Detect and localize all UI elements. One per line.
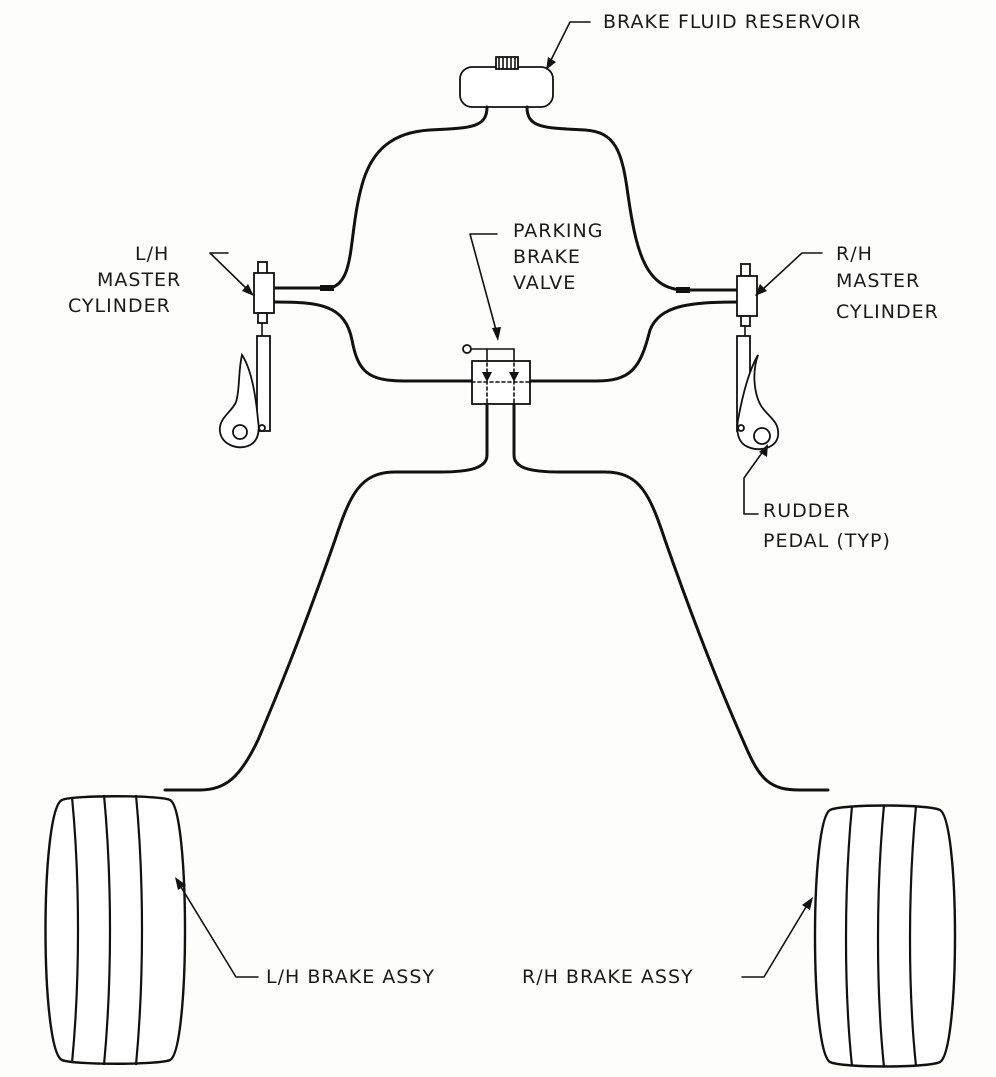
- parking-valve-label-2: BRAKE: [513, 246, 581, 268]
- lh-master-cylinder: [253, 261, 275, 432]
- lh-master-label-2: MASTER: [97, 269, 181, 291]
- lh-rudder-pedal: [219, 352, 266, 449]
- rudder-pedal-label-2: PEDAL (TYP): [763, 530, 891, 552]
- rh-master-label-3: CYLINDER: [836, 301, 939, 323]
- lh-master-label-1: L/H: [135, 243, 169, 265]
- rudder-pedal-label-1: RUDDER: [763, 500, 851, 522]
- valve-feed-lines: [273, 300, 742, 383]
- lh-master-label-3: CYLINDER: [68, 295, 171, 317]
- parking-valve-label-3: VALVE: [513, 272, 576, 294]
- rh-brake-label: R/H BRAKE ASSY: [522, 966, 694, 988]
- brake-lines: [163, 402, 830, 792]
- reservoir-label: BRAKE FLUID RESERVOIR: [603, 11, 862, 33]
- lh-tire: [44, 794, 187, 1066]
- rh-tire: [813, 804, 957, 1068]
- lh-brake-label: L/H BRAKE ASSY: [266, 966, 435, 988]
- leader-lines: [175, 21, 823, 978]
- parking-brake-valve: [462, 344, 531, 405]
- supply-lines: [273, 105, 742, 293]
- parking-valve-label-1: PARKING: [513, 220, 603, 242]
- rh-master-label-2: MASTER: [836, 270, 920, 292]
- rh-master-label-1: R/H: [836, 243, 873, 265]
- brake-fluid-reservoir: [459, 56, 554, 108]
